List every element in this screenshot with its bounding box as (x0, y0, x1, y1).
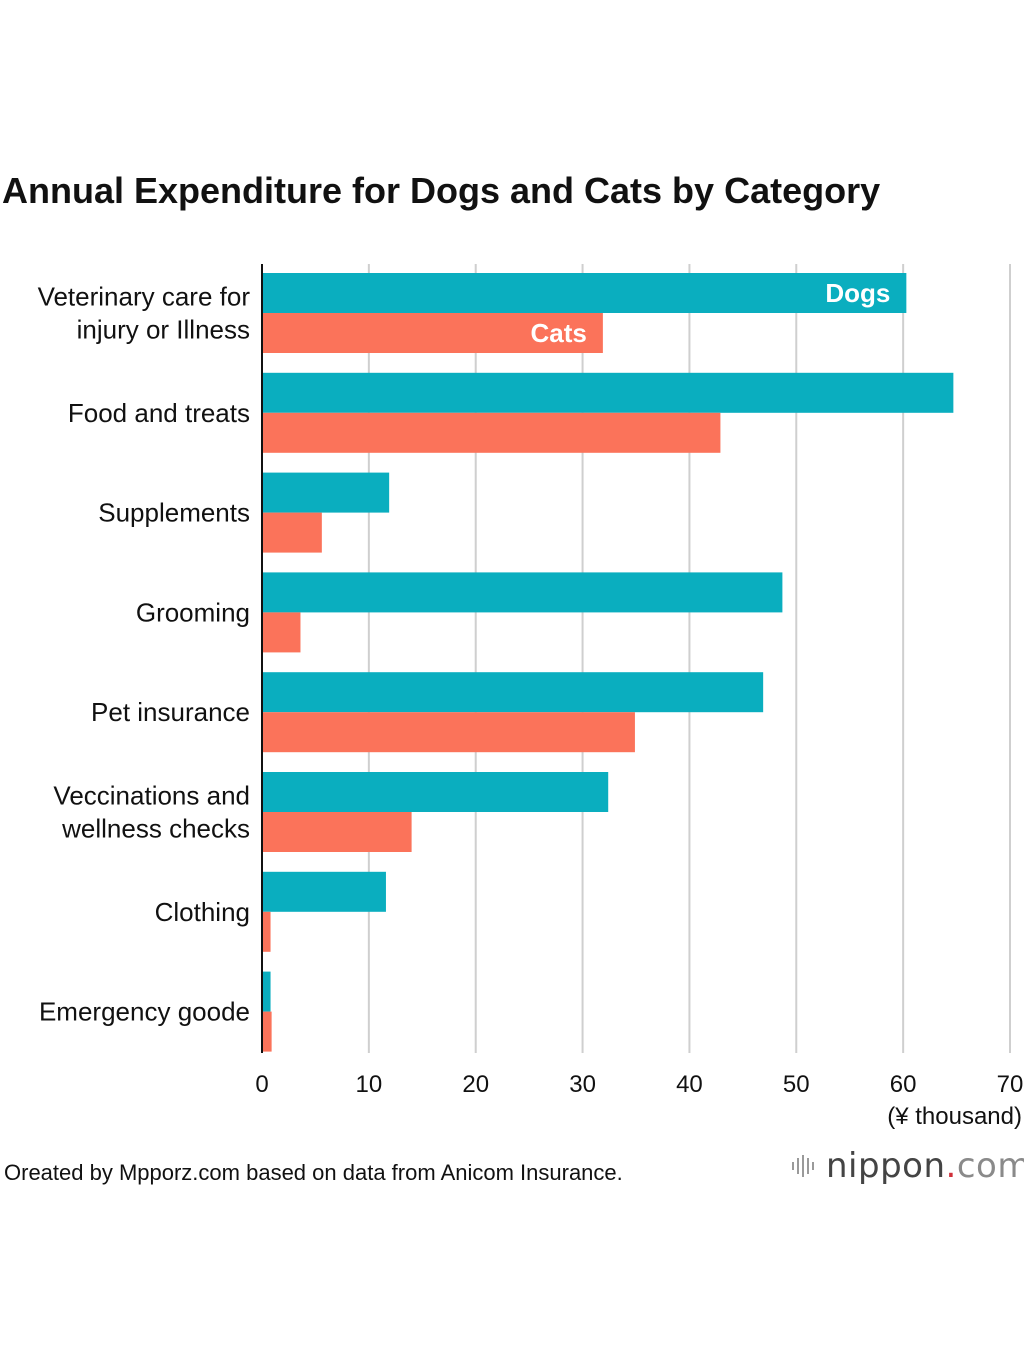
bar-chart: Dogs Cats Veterinary care for injury or Il… (38, 264, 1023, 1130)
x-tick-label: 60 (890, 1071, 917, 1098)
x-tick-label: 40 (676, 1071, 703, 1098)
bar-dogs (262, 472, 390, 513)
category-label: Veccinations and wellness checks (53, 781, 250, 844)
category-label: Emergency goode (39, 997, 250, 1027)
category-label-line: Grooming (136, 597, 250, 627)
x-tick-label: 50 (783, 1071, 810, 1098)
category-label-line: Clothing (155, 897, 250, 927)
x-tick-label: 10 (356, 1071, 383, 1098)
bar-cats (262, 512, 322, 553)
logo-dot: . (945, 1146, 957, 1186)
bar-dogs (262, 971, 271, 1012)
bar-cats (262, 412, 721, 453)
bar-cats (262, 612, 301, 653)
logo-wave-icon (792, 1155, 814, 1177)
category-label: Grooming (136, 597, 250, 627)
x-tick-label: 70 (997, 1071, 1024, 1098)
bar-dogs (262, 273, 907, 313)
bar-cats (262, 812, 412, 852)
bar-dogs (262, 871, 386, 912)
bar-cats (262, 1011, 272, 1052)
category-label: Food and treats (68, 398, 250, 428)
category-label: Supplements (98, 498, 250, 528)
category-label: Clothing (155, 897, 250, 927)
category-label-line: wellness checks (61, 814, 250, 844)
category-label-line: Pet insurance (91, 697, 250, 727)
bar-dogs (262, 372, 954, 413)
logo-suffix: com (956, 1146, 1024, 1186)
bar-dogs (262, 772, 609, 812)
category-label-line: Emergency goode (39, 997, 250, 1027)
x-axis-ticks: 0 10 20 30 40 50 60 70 (255, 1071, 1023, 1098)
series-label-cats: Cats (531, 318, 587, 348)
bar-dogs (262, 672, 764, 713)
x-tick-label: 20 (462, 1071, 489, 1098)
bar-cats (262, 712, 635, 753)
series-label-dogs: Dogs (825, 278, 890, 308)
category-label: Veterinary care for injury or Illness (38, 282, 251, 345)
x-tick-label: 0 (255, 1071, 268, 1098)
bar-cats (262, 313, 603, 353)
category-label-line: Veterinary care for (38, 282, 251, 312)
category-label-line: Veccinations and (53, 781, 250, 811)
chart-title: Annual Expenditure for Dogs and Cats by … (2, 170, 881, 211)
x-tick-label: 30 (569, 1071, 596, 1098)
category-label-line: Supplements (98, 498, 250, 528)
bars: Dogs Cats (262, 273, 954, 1052)
logo-name: nippon (826, 1146, 946, 1186)
category-label-line: Food and treats (68, 398, 250, 428)
category-label: Pet insurance (91, 697, 250, 727)
x-axis-unit-label: (¥ thousand) (887, 1103, 1022, 1130)
brand-logo: nippon.com (790, 1146, 1024, 1186)
bar-dogs (262, 572, 783, 613)
source-note: Oreated by Mpporz.com based on data from… (4, 1160, 623, 1185)
category-label-line: injury or Illness (77, 315, 250, 345)
bar-cats (262, 911, 271, 952)
category-labels: Veterinary care for injury or Illness Food… (38, 282, 251, 1027)
logo-text: nippon.com (826, 1146, 1024, 1186)
